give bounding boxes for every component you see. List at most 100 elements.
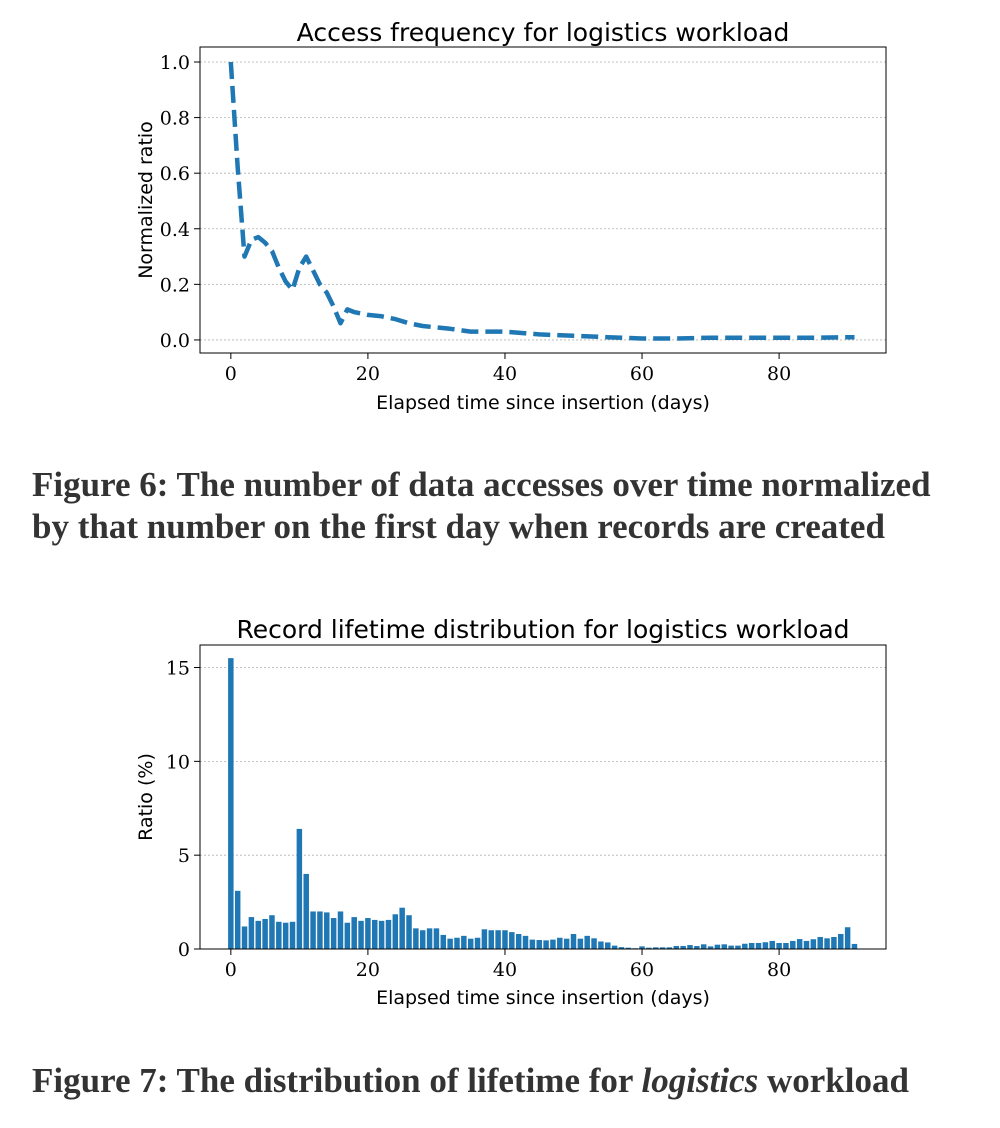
y-tick-label: 0.8 xyxy=(160,108,190,130)
access-frequency-chart: Access frequency for logistics workload … xyxy=(135,18,887,414)
y-tick-label: 0.2 xyxy=(160,274,190,296)
x-tick-label: 20 xyxy=(356,959,380,981)
bar xyxy=(598,941,604,949)
bar xyxy=(351,917,357,949)
bar xyxy=(419,930,426,949)
bar xyxy=(488,930,494,949)
bar xyxy=(748,942,755,949)
bar xyxy=(399,907,405,949)
bar xyxy=(803,940,810,949)
bar xyxy=(844,927,851,949)
y-tick-label: 10 xyxy=(166,751,190,773)
bar xyxy=(673,945,680,949)
caption-italic: logistics xyxy=(641,1061,759,1100)
x-tick-label: 20 xyxy=(356,363,380,385)
bar xyxy=(694,945,700,949)
bar xyxy=(687,945,693,949)
bar xyxy=(344,922,351,949)
y-tick-label: 0.0 xyxy=(160,330,190,352)
y-axis-label: Ratio (%) xyxy=(135,753,157,841)
axes-frame xyxy=(199,46,887,354)
bar xyxy=(591,938,597,949)
bar xyxy=(454,937,460,949)
bar xyxy=(262,918,268,949)
chart-title: Record lifetime distribution for logisti… xyxy=(236,615,849,644)
bar xyxy=(461,935,467,949)
y-tick-label: 5 xyxy=(178,845,190,867)
bar xyxy=(310,911,316,949)
bar xyxy=(495,930,501,949)
bar xyxy=(625,947,632,949)
bar xyxy=(817,936,823,949)
x-axis-label: Elapsed time since insertion (days) xyxy=(376,987,710,1009)
bar xyxy=(851,943,858,949)
bar xyxy=(536,939,542,949)
bar xyxy=(529,939,536,949)
chart-title: Access frequency for logistics workload xyxy=(297,18,790,47)
bar xyxy=(296,828,303,949)
bar xyxy=(502,930,508,949)
bar xyxy=(269,915,275,949)
bar xyxy=(570,933,577,949)
y-tick-label: 0.6 xyxy=(160,163,190,185)
bar xyxy=(282,922,289,949)
bar xyxy=(831,936,837,949)
bar xyxy=(824,938,830,949)
bar xyxy=(810,939,817,949)
bar xyxy=(652,947,659,949)
bar xyxy=(522,935,529,949)
x-axis-label: Elapsed time since insertion (days) xyxy=(376,392,710,414)
caption-prefix: Figure 7: The distribution of lifetime f… xyxy=(32,1061,642,1100)
y-tick-label: 1.0 xyxy=(160,52,190,74)
bar xyxy=(365,918,371,949)
bar xyxy=(324,912,330,949)
bar xyxy=(790,940,796,949)
bar xyxy=(769,940,775,949)
bar xyxy=(577,938,584,949)
x-tick-label: 0 xyxy=(225,363,237,385)
bar xyxy=(406,915,412,949)
figure-7-caption: Figure 7: The distribution of lifetime f… xyxy=(32,1060,909,1102)
x-tick-label: 60 xyxy=(630,363,654,385)
y-tick-label: 15 xyxy=(166,658,190,680)
bar xyxy=(372,919,378,949)
bar xyxy=(358,920,364,949)
bar xyxy=(426,928,433,949)
x-tick-label: 40 xyxy=(493,959,517,981)
bar xyxy=(467,938,474,949)
bar xyxy=(646,947,652,949)
bar xyxy=(248,917,255,949)
bar xyxy=(385,919,392,949)
bar xyxy=(550,939,556,949)
bar xyxy=(433,928,440,949)
bar xyxy=(742,943,748,949)
bar xyxy=(228,658,234,949)
bar xyxy=(509,932,515,949)
bar xyxy=(605,942,611,949)
bar xyxy=(337,911,344,949)
bar xyxy=(728,945,734,949)
bar xyxy=(783,942,789,949)
bar xyxy=(303,873,309,949)
caption-suffix: workload xyxy=(758,1061,909,1100)
bar xyxy=(762,942,769,949)
bar xyxy=(680,945,686,949)
y-axis-label: Normalized ratio xyxy=(135,121,157,279)
bar xyxy=(543,940,549,949)
bar xyxy=(413,928,419,949)
x-tick-label: 80 xyxy=(767,959,791,981)
bar xyxy=(557,937,563,949)
bar xyxy=(639,946,645,949)
bar xyxy=(481,929,488,949)
lifetime-distribution-chart: Record lifetime distribution for logisti… xyxy=(135,615,887,1009)
bar xyxy=(611,945,618,949)
figure-6-caption-line-1: Figure 6: The number of data accesses ov… xyxy=(32,465,931,504)
bar xyxy=(255,920,261,949)
bar xyxy=(618,947,625,949)
bar xyxy=(700,944,707,949)
figure-6-caption-line-2: by that number on the first day when rec… xyxy=(32,507,885,546)
bar xyxy=(584,935,590,949)
data-line xyxy=(228,61,855,341)
bar xyxy=(659,947,666,949)
